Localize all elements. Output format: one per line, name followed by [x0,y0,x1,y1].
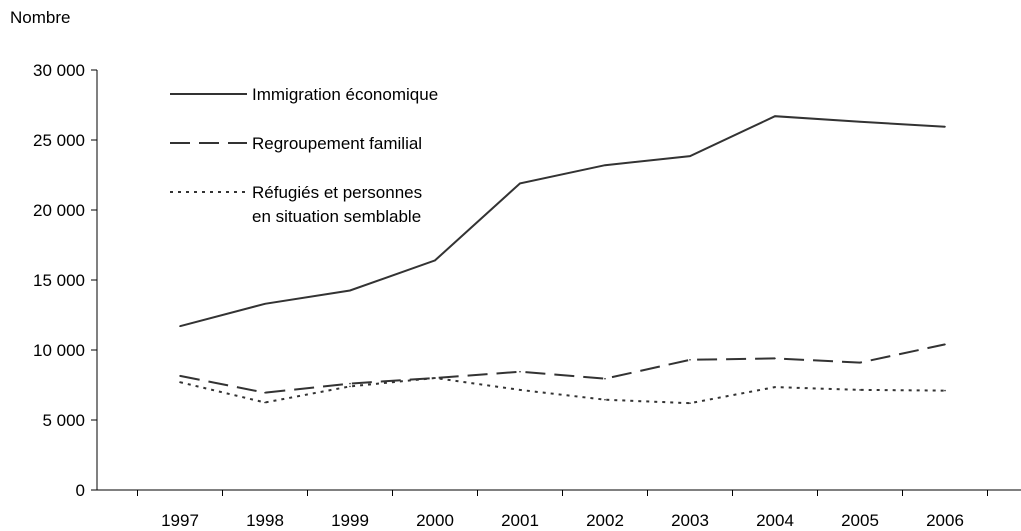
data-point [944,125,946,128]
data-point [179,375,181,377]
data-point [264,401,266,404]
data-point [434,259,436,262]
series-line-3 [179,376,946,405]
data-point [519,182,521,185]
legend-label: en situation semblable [252,207,421,226]
x-tick-label: 2005 [841,511,879,530]
data-point [434,377,436,379]
data-point [264,391,266,394]
data-point [689,155,691,157]
legend-label: Immigration économique [252,85,438,104]
y-tick-label: 5 000 [42,411,85,430]
data-point [349,382,351,385]
data-point [774,357,776,360]
legend-label: Regroupement familial [252,134,422,153]
data-point [774,386,776,388]
series-lines [179,115,946,405]
data-point [774,115,776,117]
x-tick-label: 2006 [926,511,964,530]
data-point [689,359,691,361]
data-point [859,389,861,391]
x-tick-label: 2001 [501,511,539,530]
series-line-2 [179,343,946,394]
data-point [519,389,521,391]
y-tick-label: 25 000 [33,131,85,150]
data-point [349,385,351,388]
y-tick-label: 0 [76,481,85,500]
data-point [349,289,351,292]
y-tick-label: 15 000 [33,271,85,290]
y-tick-label: 20 000 [33,201,85,220]
x-tick-label: 1997 [161,511,199,530]
y-tick-label: 10 000 [33,341,85,360]
x-tick-label: 2003 [671,511,709,530]
data-point [264,303,266,305]
data-point [604,377,606,380]
data-point [689,402,691,405]
x-tick-label: 2002 [586,511,624,530]
data-point [604,164,606,166]
data-point [859,361,861,364]
data-point [944,389,946,392]
y-tick-label: 30 000 [33,61,85,80]
x-tick-label: 2000 [416,511,454,530]
legend-label: Réfugiés et personnes [252,183,422,202]
data-point [604,398,606,401]
x-tick-label: 1999 [331,511,369,530]
y-axis-unit-label: Nombre [10,8,71,27]
x-tick-label: 1998 [246,511,284,530]
axes: 0 5 000 10 000 15 000 20 000 25 000 30 000 1997… [33,61,1021,530]
data-point [179,381,181,384]
data-point [519,370,521,373]
data-point [944,343,946,346]
data-point [859,121,861,123]
legend: Immigration économique Regroupement famil… [170,85,438,226]
x-tick-label: 2004 [756,511,794,530]
series-line-1 [179,115,946,328]
data-point [179,325,181,328]
